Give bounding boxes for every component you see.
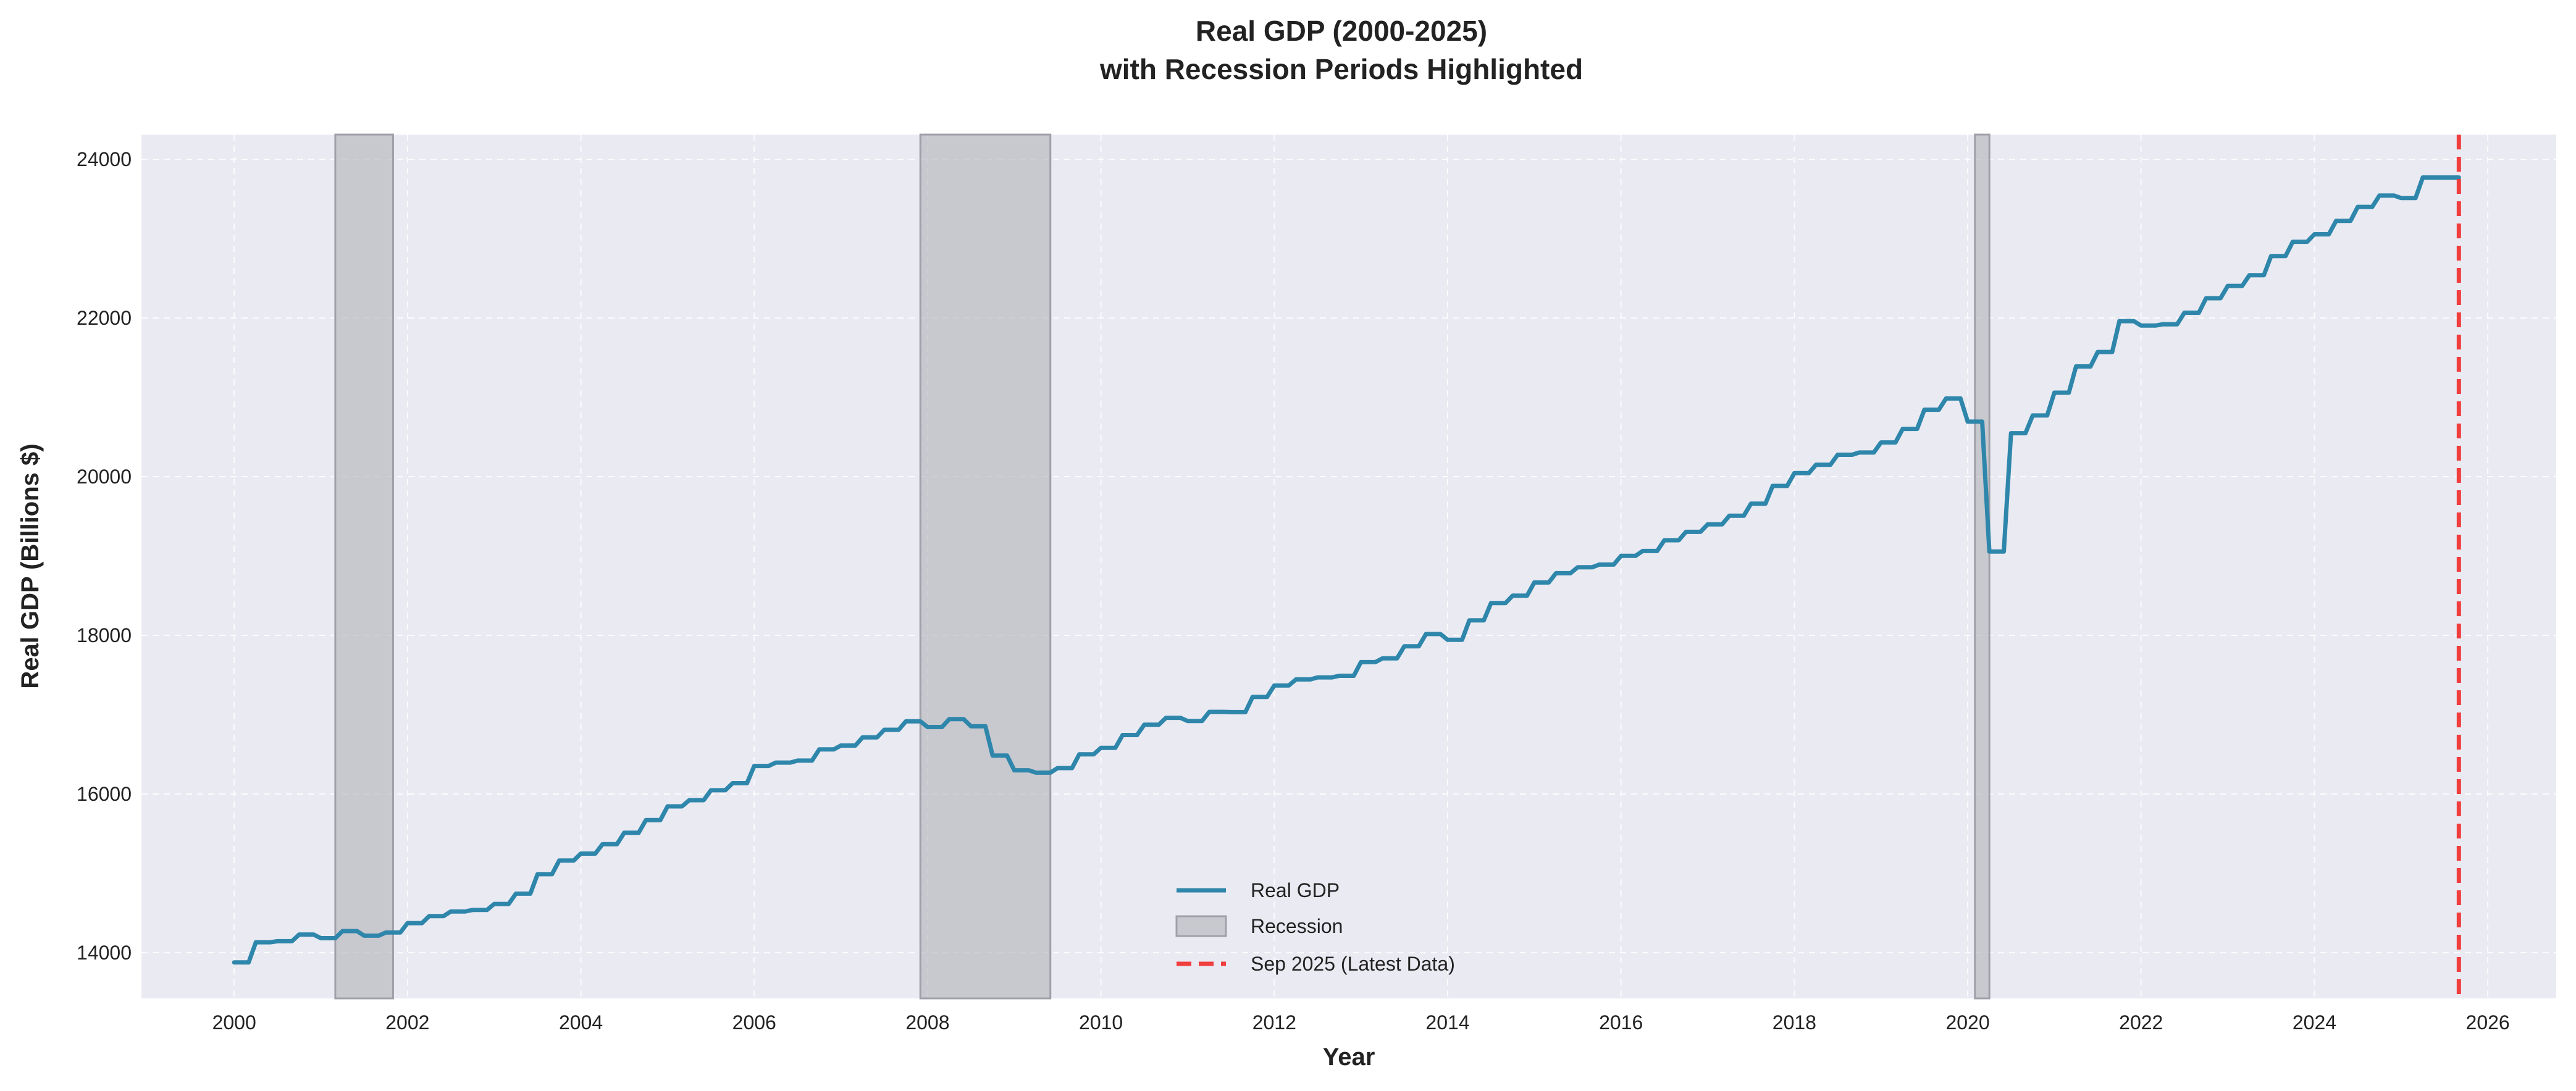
x-tick-label: 2020: [1945, 1011, 1989, 1034]
recession-band: [919, 133, 1052, 1000]
x-tick-label: 2006: [732, 1011, 776, 1034]
x-ticks: 2000 2002 2004 2006 2008 2010 2012 2014 2016 2018…: [212, 1011, 2510, 1034]
x-tick-label: 2016: [1599, 1011, 1643, 1034]
y-tick-label: 14000: [77, 942, 132, 964]
legend-label-real-gdp: Real GDP: [1251, 879, 1340, 901]
legend: Real GDP Recession Sep 2025 (Latest Data…: [1175, 879, 1455, 975]
x-tick-label: 2026: [2466, 1011, 2510, 1034]
grid: [141, 135, 2556, 998]
y-tick-label: 18000: [77, 624, 132, 646]
x-tick-label: 2014: [1425, 1011, 1469, 1034]
x-tick-label: 2002: [385, 1011, 429, 1034]
recession-band: [334, 133, 394, 1000]
x-tick-label: 2022: [2119, 1011, 2163, 1034]
legend-label-latest: Sep 2025 (Latest Data): [1251, 953, 1455, 975]
plot-area: [141, 135, 2556, 998]
recession-band: [1974, 133, 1991, 1000]
x-tick-label: 2012: [1252, 1011, 1296, 1034]
real-gdp-line: [232, 175, 2461, 965]
y-tick-label: 22000: [77, 307, 132, 329]
y-tick-label: 20000: [77, 466, 132, 488]
x-tick-label: 2000: [212, 1011, 256, 1034]
y-ticks: 14000 16000 18000 20000 22000 24000: [77, 148, 132, 964]
x-tick-label: 2010: [1079, 1011, 1123, 1034]
x-tick-label: 2008: [905, 1011, 949, 1034]
x-tick-label: 2024: [2293, 1011, 2336, 1034]
chart-subtitle: with Recession Periods Highlighted: [1099, 53, 1583, 85]
legend-label-recession: Recession: [1251, 915, 1343, 937]
legend-swatch-recession: [1175, 915, 1227, 937]
y-tick-label: 24000: [77, 148, 132, 170]
x-tick-label: 2004: [559, 1011, 603, 1034]
y-axis-label: Real GDP (Billions $): [17, 443, 44, 688]
x-tick-label: 2018: [1773, 1011, 1816, 1034]
x-axis-label: Year: [1323, 1043, 1375, 1071]
recession-bands: [334, 133, 1991, 1000]
series-layer: [232, 135, 2461, 998]
y-tick-label: 16000: [77, 783, 132, 805]
chart-title: Real GDP (2000-2025): [1196, 15, 1487, 47]
